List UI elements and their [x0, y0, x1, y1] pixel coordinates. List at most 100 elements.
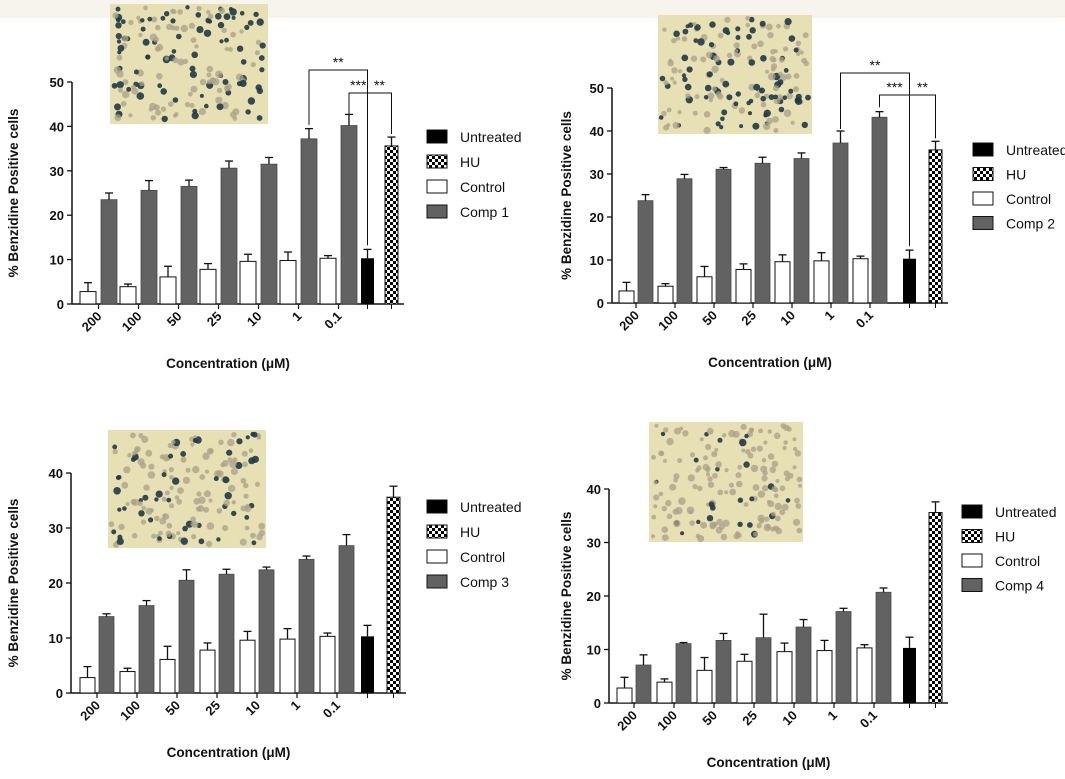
stained-cell [244, 24, 250, 30]
unstained-cell [223, 499, 230, 507]
chart-panel-comp3: 0 10 20 30 40 % Benzidine Positive cells Conce… [6, 430, 521, 760]
y-tick-label: 0 [57, 297, 64, 312]
unstained-cell [661, 110, 667, 117]
control-bar [616, 687, 633, 704]
compound-bar [875, 591, 892, 704]
unstained-cell [736, 480, 743, 488]
unstained-cell [741, 448, 746, 453]
legend-hu-swatch [972, 167, 994, 181]
legend-control-label: Control [460, 179, 505, 195]
stained-cell [114, 103, 121, 111]
unstained-cell [678, 497, 686, 505]
y-tick-label: 0 [56, 686, 63, 701]
control-bar [696, 276, 713, 304]
compound-bar [298, 558, 315, 694]
stained-cell [116, 81, 124, 89]
stained-cell [258, 55, 265, 61]
stained-cell [722, 80, 730, 88]
unstained-cell [258, 522, 266, 530]
unstained-cell [177, 58, 185, 66]
unstained-cell [662, 27, 667, 32]
unstained-cell [221, 460, 229, 467]
unstained-cell [215, 96, 223, 105]
unstained-cell [666, 437, 674, 446]
stained-cell [160, 15, 166, 21]
x-tick-label: 1 [287, 698, 303, 714]
unstained-cell [674, 427, 681, 435]
stained-cell [117, 534, 123, 540]
stained-cell [133, 69, 139, 75]
x-tick-label: 1 [821, 308, 837, 324]
unstained-cell [745, 22, 751, 28]
stained-cell [673, 30, 680, 38]
unstained-cell [169, 485, 174, 491]
significance-label: ** [917, 79, 928, 95]
y-tick-label: 30 [590, 167, 604, 182]
unstained-cell [121, 481, 129, 489]
compound-bar [260, 163, 278, 305]
stained-cell [735, 35, 741, 40]
stained-cell [706, 515, 714, 522]
control-bar [813, 260, 830, 304]
x-tick-label: 0.1 [320, 698, 343, 721]
unstained-cell [740, 423, 747, 430]
unstained-cell [651, 454, 656, 460]
stained-cell [794, 97, 803, 105]
unstained-cell [169, 503, 175, 509]
stained-cell [148, 517, 154, 523]
unstained-cell [190, 85, 198, 93]
unstained-cell [733, 49, 739, 54]
stained-cell [203, 29, 212, 37]
unstained-cell [250, 532, 256, 539]
unstained-cell [663, 124, 670, 131]
unstained-cell [174, 495, 180, 500]
stained-cell [145, 54, 150, 60]
unstained-cell [666, 107, 672, 113]
unstained-cell [255, 39, 262, 45]
unstained-cell [661, 534, 669, 541]
unstained-cell [212, 78, 220, 86]
unstained-cell [671, 67, 678, 74]
compound-bar [715, 640, 732, 704]
unstained-cell [150, 115, 157, 121]
compound-bar [676, 178, 693, 304]
stained-cell [171, 49, 177, 54]
unstained-cell [116, 54, 123, 61]
y-axis-label: % Benzidine Positive cells [6, 499, 21, 668]
unstained-cell [658, 450, 664, 456]
x-tick-label: 50 [164, 309, 185, 330]
x-tick-label: 200 [614, 708, 640, 734]
micrograph-inset [108, 430, 266, 548]
stained-cell [788, 88, 794, 94]
stained-cell [749, 496, 755, 502]
unstained-cell [221, 27, 227, 34]
compound-bar [835, 611, 852, 704]
unstained-cell [685, 93, 691, 99]
y-tick-label: 30 [50, 164, 64, 179]
significance-bracket [840, 72, 910, 247]
unstained-cell [774, 526, 780, 532]
stained-cell [236, 45, 244, 52]
unstained-cell [752, 484, 760, 491]
stained-cell [759, 87, 765, 94]
unstained-cell [196, 491, 202, 497]
compound-bar [715, 168, 732, 304]
y-tick-label: 40 [50, 119, 64, 134]
x-tick-label: 200 [79, 309, 105, 335]
compound-bar [754, 162, 771, 304]
legend-compound-swatch [972, 216, 994, 230]
stained-cell [247, 97, 256, 105]
stained-cell [180, 537, 188, 545]
stained-cell [719, 125, 724, 130]
legend-compound-swatch [426, 574, 448, 589]
unstained-cell [231, 500, 236, 505]
unstained-cell [692, 484, 698, 490]
stained-cell [696, 519, 701, 525]
unstained-cell [756, 523, 762, 529]
stained-cell [222, 476, 230, 484]
unstained-cell [177, 9, 183, 15]
unstained-cell [207, 13, 214, 20]
control-bar [239, 639, 256, 694]
unstained-cell [117, 87, 124, 93]
stained-cell [659, 75, 666, 82]
